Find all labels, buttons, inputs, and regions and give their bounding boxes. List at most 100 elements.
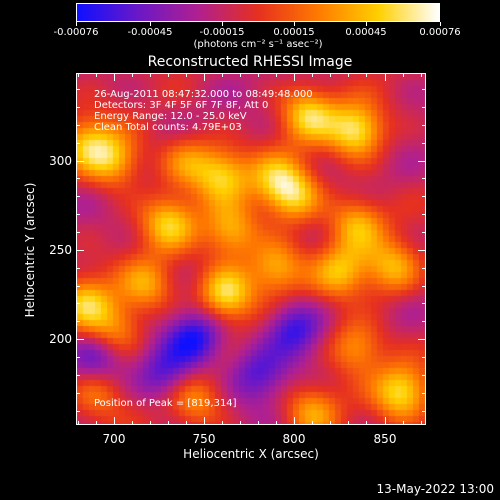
y-tick-label: 250 — [49, 243, 72, 257]
x-tick-label: 750 — [192, 432, 216, 446]
x-tick-label: 700 — [102, 432, 126, 446]
x-axis-tick — [330, 73, 331, 77]
y-axis-tick — [418, 339, 426, 340]
annotation-energy-range: Energy Range: 12.0 - 25.0 keV — [94, 111, 247, 122]
colorbar-tick — [76, 22, 77, 26]
y-axis-tick — [76, 178, 80, 179]
x-axis-tick — [258, 421, 259, 425]
x-axis-tick — [204, 417, 205, 425]
y-axis-tick — [76, 214, 80, 215]
x-axis-tick — [114, 73, 115, 81]
x-axis-tick — [114, 417, 115, 425]
x-axis-tick — [78, 421, 79, 425]
x-axis-tick — [312, 73, 313, 77]
chart-title: Reconstructed RHESSI Image — [147, 54, 353, 70]
x-axis-tick — [294, 73, 295, 81]
y-axis-tick — [76, 250, 84, 251]
y-tick-label: 200 — [49, 332, 72, 346]
x-axis-tick — [403, 73, 404, 77]
x-axis-tick — [366, 73, 367, 77]
y-axis-tick — [76, 232, 80, 233]
colorbar-tick — [222, 22, 223, 26]
x-tick-label: 850 — [373, 432, 397, 446]
x-axis-tick — [276, 421, 277, 425]
y-axis-tick — [76, 357, 80, 358]
x-axis-tick — [168, 73, 169, 77]
y-axis-label: Heliocentric Y (arcsec) — [23, 182, 37, 318]
y-axis-tick — [418, 161, 426, 162]
x-axis-tick — [348, 421, 349, 425]
x-axis-tick — [168, 421, 169, 425]
y-axis-tick — [422, 178, 426, 179]
x-axis-tick — [385, 73, 386, 81]
x-axis-tick — [96, 421, 97, 425]
colorbar-tick-label: -0.00076 — [53, 27, 99, 38]
colorbar-unit: (photons cm⁻² s⁻¹ asec⁻²) — [193, 39, 323, 50]
y-axis-tick — [422, 411, 426, 412]
x-axis-tick — [222, 73, 223, 77]
colorbar-tick-label: 0.00076 — [419, 27, 461, 38]
x-axis-tick — [421, 73, 422, 77]
y-axis-tick — [76, 286, 80, 287]
y-axis-tick — [418, 250, 426, 251]
y-axis-tick — [422, 321, 426, 322]
x-axis-tick — [186, 421, 187, 425]
x-axis-tick — [132, 421, 133, 425]
colorbar-tick — [366, 22, 367, 26]
x-axis-tick — [222, 421, 223, 425]
x-axis-tick — [330, 421, 331, 425]
y-axis-tick — [76, 143, 80, 144]
y-axis-tick — [422, 107, 426, 108]
x-axis-label: Heliocentric X (arcsec) — [183, 447, 319, 461]
x-axis-tick — [150, 421, 151, 425]
y-axis-tick — [422, 303, 426, 304]
y-axis-tick — [422, 143, 426, 144]
x-axis-tick — [421, 421, 422, 425]
x-axis-tick — [385, 417, 386, 425]
x-axis-tick — [366, 421, 367, 425]
x-axis-tick — [78, 73, 79, 77]
y-axis-tick — [422, 286, 426, 287]
x-axis-tick — [294, 417, 295, 425]
footer-date: 13-May-2022 13:00 — [376, 482, 494, 496]
x-axis-tick — [204, 73, 205, 81]
y-axis-tick — [76, 125, 80, 126]
colorbar-tick-label: 0.00045 — [345, 27, 387, 38]
plot-area: 26-Aug-2011 08:47:32.000 to 08:49:48.000… — [76, 73, 426, 425]
x-axis-tick — [403, 421, 404, 425]
y-axis-tick — [76, 268, 80, 269]
y-axis-tick — [422, 89, 426, 90]
annotation-time-range: 26-Aug-2011 08:47:32.000 to 08:49:48.000 — [94, 89, 313, 100]
y-axis-tick — [76, 196, 80, 197]
y-axis-tick — [76, 303, 80, 304]
y-axis-tick — [422, 196, 426, 197]
x-axis-tick — [258, 73, 259, 77]
y-axis-tick — [76, 89, 80, 90]
colorbar-tick — [150, 22, 151, 26]
y-axis-tick — [422, 393, 426, 394]
y-axis-tick — [422, 357, 426, 358]
y-axis-tick — [76, 411, 80, 412]
y-axis-tick — [76, 321, 80, 322]
x-tick-label: 800 — [282, 432, 306, 446]
x-axis-tick — [348, 73, 349, 77]
y-axis-tick — [76, 107, 80, 108]
colorbar — [76, 3, 440, 22]
x-axis-tick — [312, 421, 313, 425]
colorbar-tick — [294, 22, 295, 26]
y-axis-tick — [76, 375, 80, 376]
y-axis-tick — [422, 268, 426, 269]
x-axis-tick — [240, 421, 241, 425]
x-axis-tick — [186, 73, 187, 77]
y-axis-tick — [76, 393, 80, 394]
x-axis-tick — [150, 73, 151, 77]
y-axis-tick — [422, 375, 426, 376]
colorbar-tick-label: -0.00045 — [127, 27, 173, 38]
y-axis-tick — [422, 232, 426, 233]
y-axis-tick — [422, 214, 426, 215]
y-axis-tick — [422, 125, 426, 126]
y-axis-tick — [76, 339, 84, 340]
heatmap-image — [77, 74, 425, 424]
colorbar-tick-label: 0.00015 — [273, 27, 315, 38]
y-tick-label: 300 — [49, 154, 72, 168]
